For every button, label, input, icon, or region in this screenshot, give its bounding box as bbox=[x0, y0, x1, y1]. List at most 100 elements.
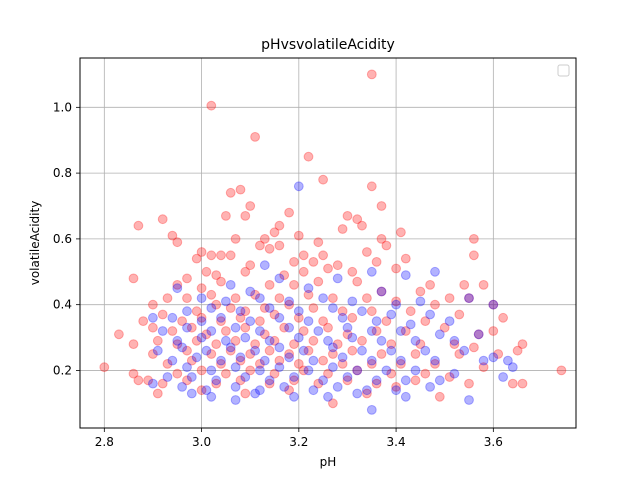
series-2 bbox=[148, 181, 518, 415]
data-point bbox=[352, 214, 363, 225]
data-point bbox=[162, 359, 173, 369]
data-point bbox=[201, 329, 212, 340]
data-point bbox=[362, 293, 372, 304]
data-point bbox=[400, 326, 411, 336]
data-point bbox=[498, 372, 509, 382]
data-point bbox=[235, 352, 246, 363]
x-axis-label: pH bbox=[320, 455, 337, 469]
data-point bbox=[182, 293, 192, 304]
data-point bbox=[284, 207, 295, 218]
data-point bbox=[172, 335, 183, 346]
data-point bbox=[323, 263, 333, 274]
data-point bbox=[376, 286, 387, 297]
data-point bbox=[478, 362, 489, 373]
data-point bbox=[259, 260, 270, 271]
data-point bbox=[366, 359, 377, 369]
data-point bbox=[386, 345, 397, 356]
data-point bbox=[274, 273, 285, 284]
data-point bbox=[264, 345, 275, 356]
data-point bbox=[405, 319, 416, 330]
data-point bbox=[303, 345, 314, 356]
data-point bbox=[366, 181, 377, 192]
data-point bbox=[182, 322, 192, 333]
data-point bbox=[264, 303, 275, 313]
legend-box bbox=[557, 64, 570, 77]
data-point bbox=[172, 339, 183, 350]
data-point bbox=[157, 214, 168, 225]
data-point bbox=[235, 184, 246, 195]
data-point bbox=[264, 243, 275, 254]
data-point bbox=[269, 368, 280, 379]
data-point bbox=[221, 296, 231, 307]
data-point bbox=[157, 378, 168, 389]
data-point bbox=[172, 237, 183, 248]
data-point bbox=[473, 329, 484, 340]
data-point bbox=[274, 342, 285, 353]
data-point bbox=[444, 372, 455, 382]
data-point bbox=[196, 332, 207, 343]
data-point bbox=[410, 375, 421, 386]
data-point bbox=[469, 342, 479, 353]
data-point bbox=[366, 405, 377, 415]
data-point bbox=[454, 349, 465, 359]
data-point bbox=[313, 378, 324, 389]
data-points bbox=[99, 69, 567, 415]
data-point bbox=[191, 335, 202, 346]
data-point bbox=[186, 322, 197, 333]
data-point bbox=[357, 306, 367, 317]
data-point bbox=[342, 322, 353, 333]
data-point bbox=[318, 316, 329, 327]
data-point bbox=[211, 375, 222, 386]
data-point bbox=[298, 250, 309, 261]
data-point bbox=[182, 375, 192, 386]
data-point bbox=[396, 326, 406, 336]
data-point bbox=[328, 398, 338, 409]
data-point bbox=[318, 250, 329, 261]
y-tick-label: 1.0 bbox=[53, 100, 72, 114]
y-axis-label: volatileAcidity bbox=[28, 201, 42, 286]
data-point bbox=[245, 316, 256, 327]
data-point bbox=[264, 335, 275, 346]
data-point bbox=[308, 385, 319, 396]
data-point bbox=[478, 280, 489, 290]
data-point bbox=[255, 293, 265, 304]
data-point bbox=[240, 388, 251, 399]
data-point bbox=[172, 280, 183, 290]
data-point bbox=[347, 296, 358, 307]
data-point bbox=[425, 280, 436, 290]
data-point bbox=[337, 306, 348, 317]
data-point bbox=[386, 368, 397, 379]
data-point bbox=[245, 365, 256, 376]
data-point bbox=[152, 345, 163, 356]
data-point bbox=[464, 293, 474, 304]
data-point bbox=[323, 391, 333, 402]
data-point bbox=[293, 230, 304, 241]
data-point bbox=[284, 296, 295, 307]
data-point bbox=[230, 322, 241, 333]
data-point bbox=[250, 345, 261, 356]
data-point bbox=[400, 270, 411, 281]
data-point bbox=[347, 312, 358, 323]
data-point bbox=[177, 342, 188, 353]
data-point bbox=[133, 375, 144, 386]
data-point bbox=[284, 385, 295, 396]
data-point bbox=[488, 352, 499, 363]
data-point bbox=[201, 266, 212, 277]
data-point bbox=[556, 365, 567, 376]
data-point bbox=[444, 316, 455, 327]
data-point bbox=[259, 303, 270, 313]
data-point bbox=[434, 329, 445, 340]
data-point bbox=[221, 211, 231, 221]
data-point bbox=[323, 368, 333, 379]
data-point bbox=[313, 326, 324, 336]
data-point bbox=[211, 299, 222, 310]
data-point bbox=[366, 355, 377, 366]
data-point bbox=[201, 385, 212, 396]
data-point bbox=[503, 355, 513, 366]
data-point bbox=[293, 312, 304, 323]
data-point bbox=[400, 391, 411, 402]
data-point bbox=[425, 309, 436, 320]
data-point bbox=[235, 312, 246, 323]
data-point bbox=[298, 345, 309, 356]
data-point bbox=[128, 339, 139, 350]
